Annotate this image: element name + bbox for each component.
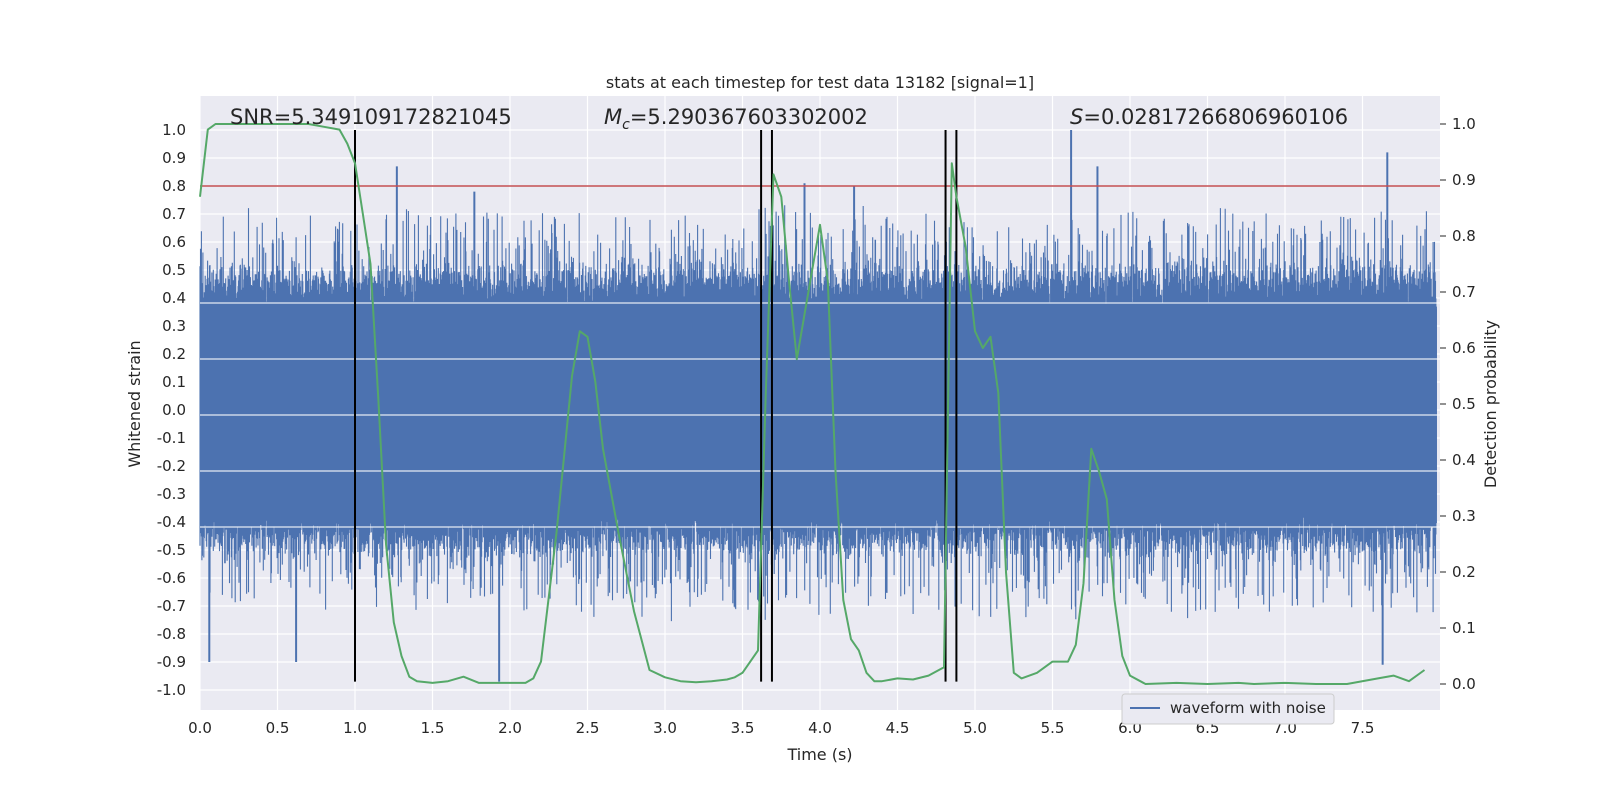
- y2-axis-label: Detection probability: [1481, 320, 1500, 488]
- s-annotation: S=0.02817266806960106: [1070, 105, 1348, 129]
- y2-tick-label: 0.0: [1452, 675, 1476, 693]
- y-tick-label: 0.7: [162, 205, 186, 223]
- x-tick-label: 7.5: [1351, 719, 1375, 737]
- chirp-mass-symbol: M: [604, 105, 622, 129]
- x-tick-label: 1.5: [421, 719, 445, 737]
- chirp-mass-value: =5.290367603302002: [630, 105, 868, 129]
- y-tick-label: 0.9: [162, 149, 186, 167]
- y-tick-label: -0.5: [157, 541, 186, 559]
- y-tick-label: -0.3: [157, 485, 186, 503]
- waveform-series: [199, 130, 1440, 682]
- y-tick-label: -0.1: [157, 429, 186, 447]
- y-tick-label: 0.2: [162, 345, 186, 363]
- y2-axis-ticks: 1.0 0.9 0.8 0.7 0.6 0.5 0.4 0.3 0.2 0.1 0.0: [1440, 115, 1476, 693]
- y-tick-label: -0.7: [157, 597, 186, 615]
- y-axis-ticks: 1.0 0.9 0.8 0.7 0.6 0.5 0.4 0.3 0.2 0.1 0.0 -0.1 -0.…: [157, 121, 186, 699]
- y-tick-label: 0.5: [162, 261, 186, 279]
- x-tick-label: 3.0: [653, 719, 677, 737]
- x-tick-label: 4.5: [886, 719, 910, 737]
- y-tick-label: 0.3: [162, 317, 186, 335]
- y-tick-label: 0.1: [162, 373, 186, 391]
- y2-tick-label: 0.6: [1452, 339, 1476, 357]
- y-tick-label: -0.9: [157, 653, 186, 671]
- chart-title: stats at each timestep for test data 131…: [606, 73, 1034, 92]
- y-tick-label: -1.0: [157, 681, 186, 699]
- legend: waveform with noise: [1121, 693, 1335, 725]
- y2-tick-label: 0.1: [1452, 619, 1476, 637]
- waveform-core: [200, 309, 1437, 511]
- legend-label: waveform with noise: [1170, 699, 1326, 717]
- y-tick-label: -0.6: [157, 569, 186, 587]
- y2-tick-label: 0.9: [1452, 171, 1476, 189]
- y-tick-label: 0.6: [162, 233, 186, 251]
- y2-tick-label: 0.2: [1452, 563, 1476, 581]
- x-tick-label: 1.0: [343, 719, 367, 737]
- y2-tick-label: 0.8: [1452, 227, 1476, 245]
- snr-annotation: SNR=5.349109172821045: [230, 105, 512, 129]
- y-tick-label: -0.4: [157, 513, 186, 531]
- s-symbol: S: [1070, 105, 1083, 129]
- x-tick-label: 5.5: [1041, 719, 1065, 737]
- y-tick-label: 0.8: [162, 177, 186, 195]
- x-tick-label: 2.5: [576, 719, 600, 737]
- x-tick-label: 0.5: [266, 719, 290, 737]
- y2-tick-label: 0.4: [1452, 451, 1476, 469]
- chirp-mass-annotation: Mc=5.290367603302002: [604, 105, 868, 133]
- x-axis-label: Time (s): [786, 745, 852, 764]
- y2-tick-label: 0.3: [1452, 507, 1476, 525]
- y-tick-label: -0.2: [157, 457, 186, 475]
- y-tick-label: 0.4: [162, 289, 186, 307]
- y-tick-label: 0.0: [162, 401, 186, 419]
- x-tick-label: 2.0: [498, 719, 522, 737]
- x-tick-label: 3.5: [731, 719, 755, 737]
- y-tick-label: -0.8: [157, 625, 186, 643]
- y-tick-label: 1.0: [162, 121, 186, 139]
- y-axis-label: Whitened strain: [125, 340, 144, 467]
- probability-series: [199, 123, 1426, 685]
- probability-line: [199, 123, 1426, 685]
- s-value: =0.02817266806960106: [1083, 105, 1348, 129]
- chirp-mass-subscript: c: [622, 117, 630, 133]
- x-axis-ticks: 0.0 0.5 1.0 1.5 2.0 2.5 3.0 3.5 4.0 4.5 5.0 5.5 6.0 6…: [188, 719, 1374, 737]
- y2-tick-label: 0.7: [1452, 283, 1476, 301]
- y2-tick-label: 1.0: [1452, 115, 1476, 133]
- x-tick-label: 0.0: [188, 719, 212, 737]
- y2-tick-label: 0.5: [1452, 395, 1476, 413]
- legend-box: [1121, 693, 1335, 725]
- x-tick-label: 5.0: [963, 719, 987, 737]
- x-tick-label: 4.0: [808, 719, 832, 737]
